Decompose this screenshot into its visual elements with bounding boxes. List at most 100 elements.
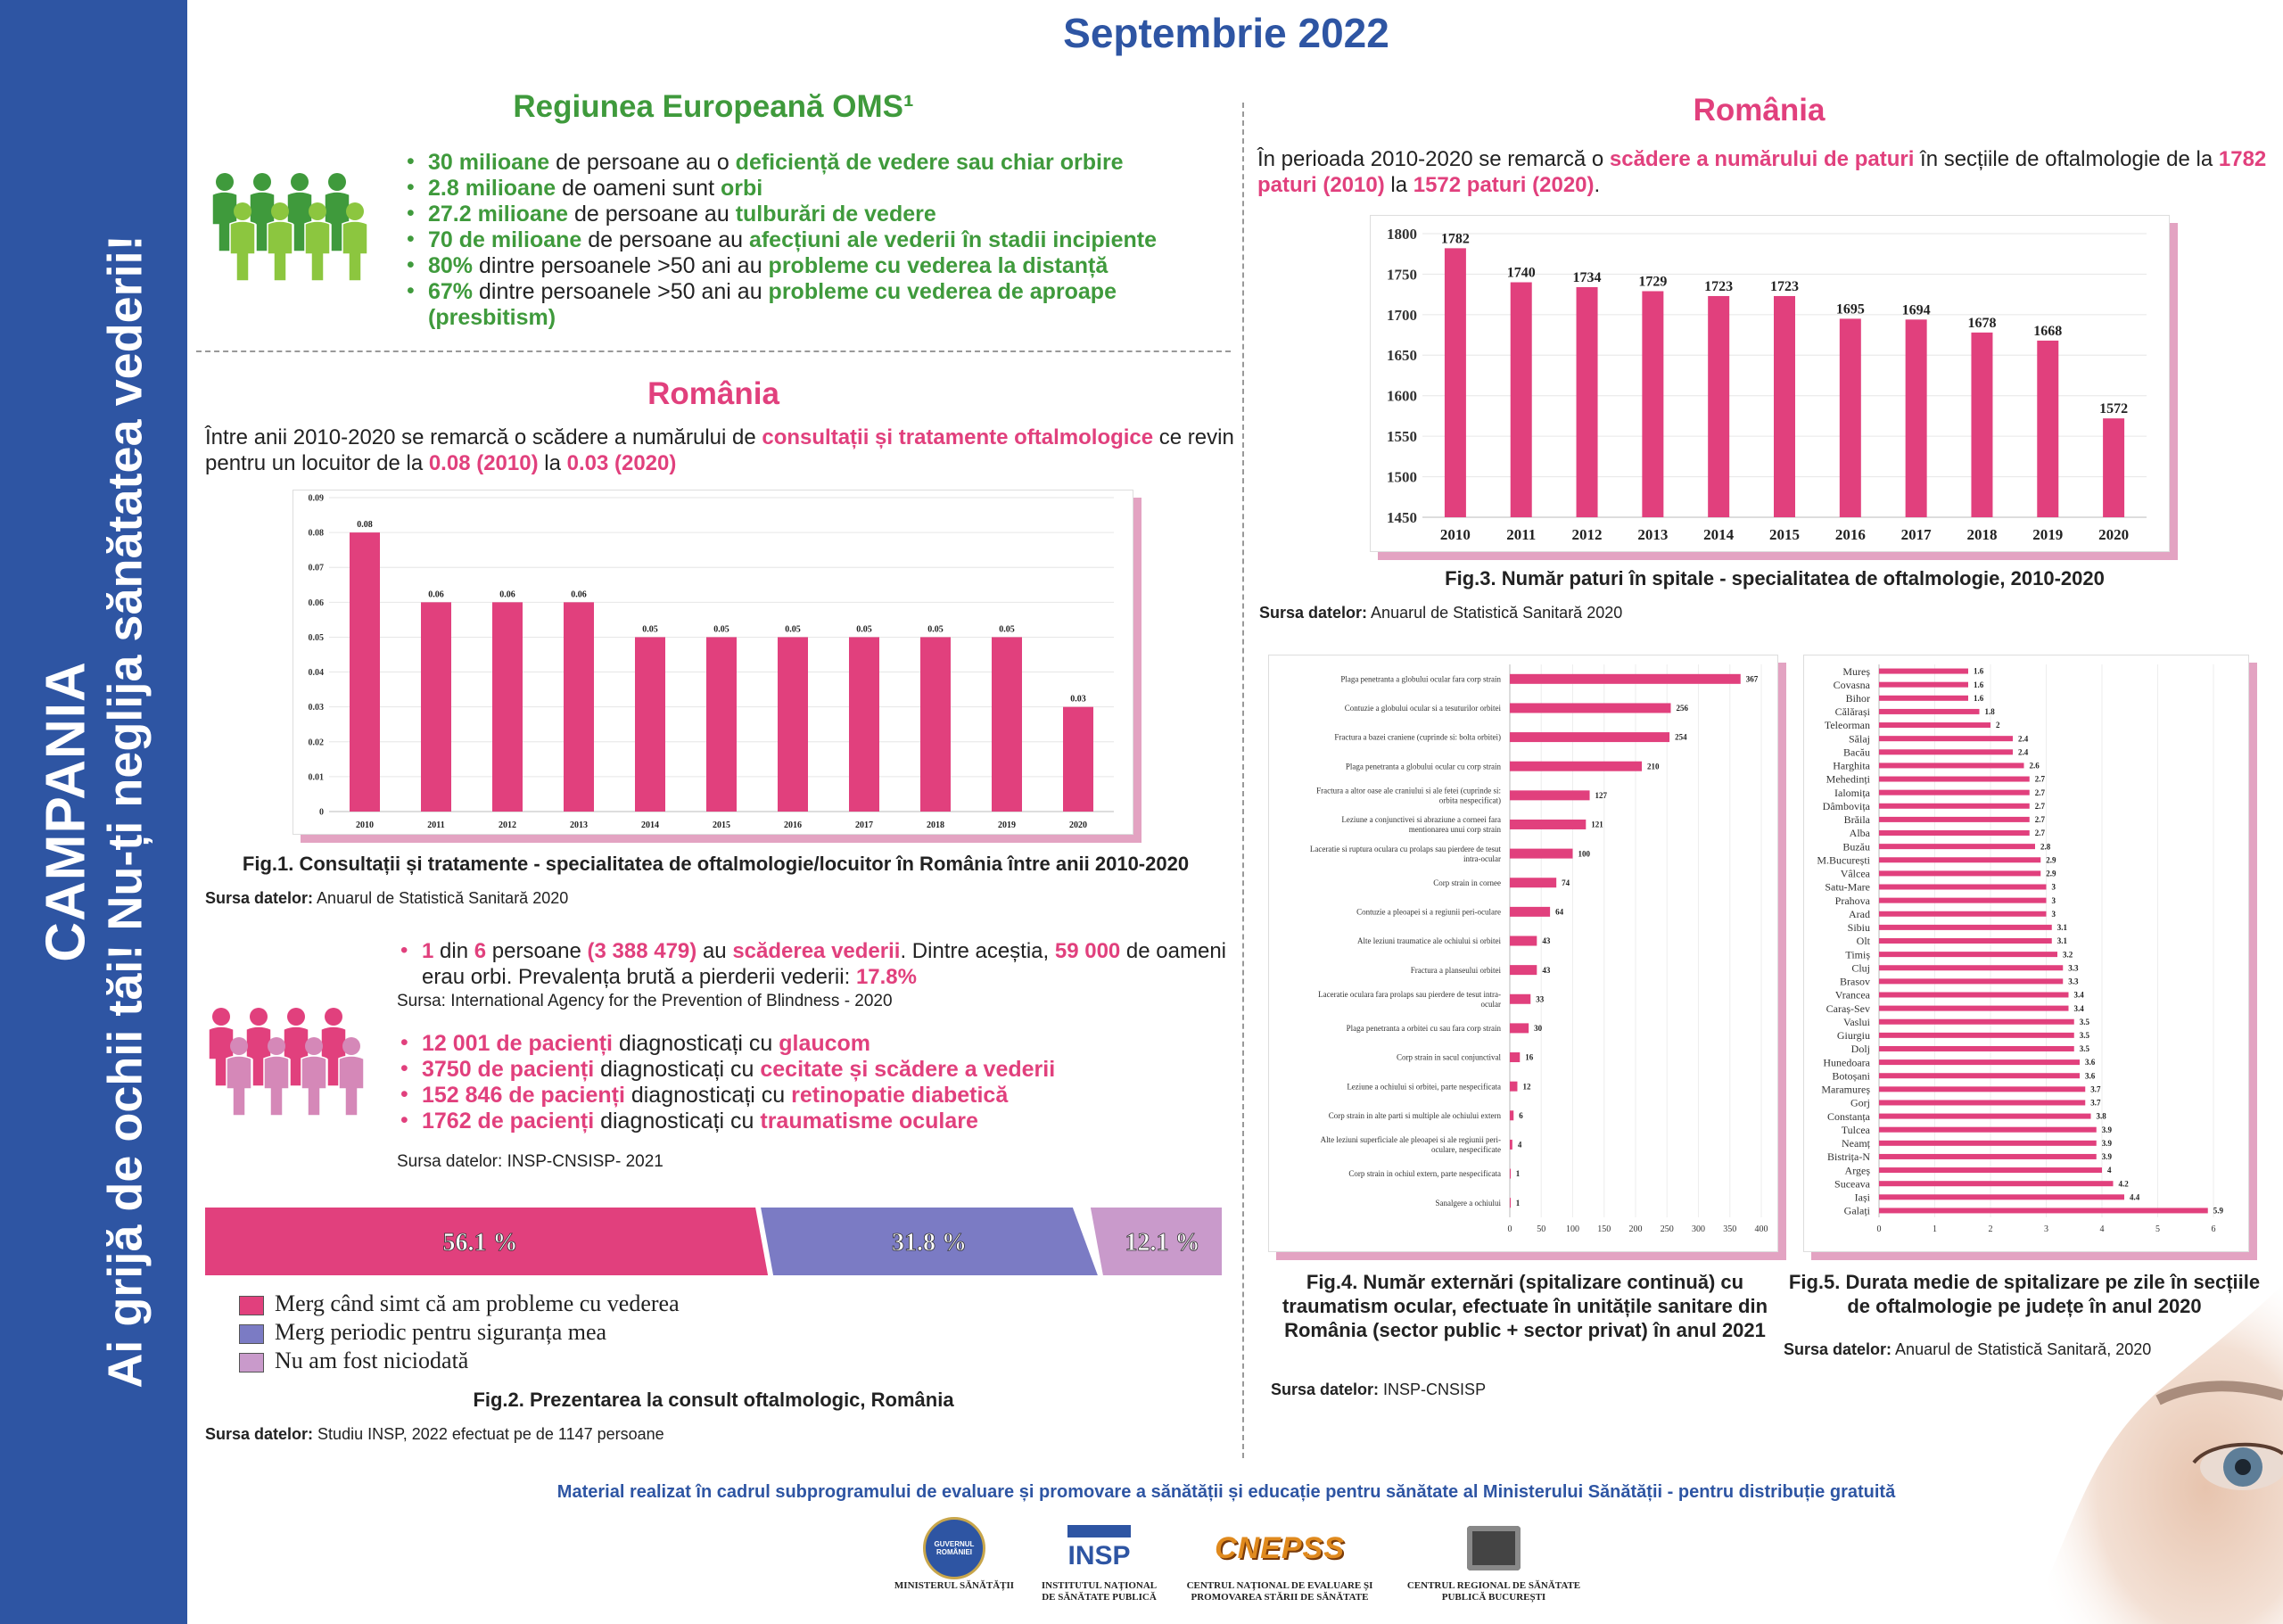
patients-source: Sursa datelor: INSP-CNSISP- 2021 (397, 1152, 663, 1171)
bar (1879, 992, 2069, 998)
highlight-text: retinopatie diabetică (791, 1083, 1009, 1108)
category-label: Leziune a conjunctivei si abraziune a co… (1341, 815, 1501, 824)
data-label: 6 (1519, 1111, 1523, 1120)
plain-text: de persoane au (581, 227, 749, 252)
data-label: 1668 (2033, 324, 2062, 339)
bar (1774, 295, 1795, 517)
data-label: 3.9 (2102, 1125, 2113, 1134)
bar (492, 602, 523, 812)
highlight-text: scădere a numărului de paturi (1609, 147, 1915, 171)
bar (1879, 776, 2030, 782)
campaign-sidebar: CAMPANIA Ai grijă de ochii tăi! Nu-ți ne… (0, 0, 187, 1624)
highlight-text: traumatisme oculare (760, 1109, 978, 1134)
data-label: 2.6 (2030, 762, 2040, 771)
data-label: 3.8 (2097, 1112, 2107, 1121)
legend-swatch (239, 1353, 264, 1373)
bar (1063, 706, 1093, 812)
data-label: 3.9 (2102, 1139, 2113, 1148)
data-label: 1695 (1836, 301, 1865, 317)
bar (1879, 965, 2064, 971)
plain-text: de oameni sunt (556, 176, 721, 201)
europe-heading: Regiunea Europeană OMS¹ (513, 89, 914, 124)
data-label: 1723 (1704, 279, 1733, 294)
data-label: 43 (1542, 936, 1551, 945)
logo-mark (1391, 1516, 1596, 1580)
data-label: 16 (1525, 1053, 1534, 1062)
plain-text: în secțiile de oftalmologie de la (1914, 147, 2219, 171)
data-label: 1572 (2099, 401, 2128, 416)
data-label: 4 (1518, 1141, 1522, 1150)
category-label: mentionarea unui corp strain (1409, 825, 1502, 834)
data-label: 3.4 (2074, 991, 2085, 1000)
fig1-source: Sursa datelor: Anuarul de Statistică San… (205, 889, 568, 908)
category-label: Alte leziuni traumatice ale ochiului si … (1357, 936, 1501, 945)
legend-item: Merg când simt că am probleme cu vederea (239, 1290, 680, 1318)
person-icon (338, 1037, 365, 1117)
y-tick-label: 1600 (1387, 388, 1417, 405)
plain-text: ce revin pentru un locuitor de la (205, 425, 1234, 475)
category-label: Maramureș (1821, 1084, 1870, 1096)
europe-bullet: 30 milioane de persoane au o deficiență … (403, 149, 1224, 176)
plain-text: diagnosticați cu (594, 1109, 761, 1134)
bar (1879, 736, 2013, 742)
bar (1971, 332, 1993, 517)
x-tick-label: 2014 (1703, 526, 1735, 543)
bar (1879, 1059, 2080, 1066)
category-label: Timiș (1845, 948, 1870, 960)
footer-text: Material realizat în cadrul subprogramul… (556, 1482, 1896, 1502)
fig5-source: Sursa datelor: Anuarul de Statistică San… (1784, 1340, 2151, 1359)
category-label: Alte leziuni superficiale ale pleoapei s… (1321, 1135, 1501, 1144)
category-label: Călărași (1835, 705, 1871, 718)
fig1-chart: 0 0.01 0.02 0.03 0.04 0.05 0.06 0.07 0.08 0.09 0.0… (293, 490, 1133, 835)
category-label: Sibiu (1848, 921, 1870, 934)
highlight-text: orbi (720, 176, 763, 201)
y-tick-label: 1800 (1387, 226, 1417, 243)
data-label: 2.7 (2035, 815, 2046, 824)
bar (1879, 844, 2035, 850)
bar (1879, 1167, 2102, 1174)
highlight-text: cecitate și scădere a vederii (760, 1057, 1056, 1082)
category-label: Corp strain in alte parti si multiple al… (1329, 1111, 1502, 1120)
data-label: 3.5 (2080, 1031, 2090, 1040)
x-tick-label: 200 (1629, 1224, 1643, 1234)
fig2-source: Sursa datelor: Studiu INSP, 2022 efectua… (205, 1425, 664, 1444)
y-tick-label: 1650 (1387, 347, 1417, 364)
category-label: Argeș (1845, 1164, 1871, 1176)
person-icon (229, 202, 256, 282)
category-label: Dolj (1851, 1043, 1870, 1055)
bar (564, 602, 594, 812)
bar (1879, 870, 2041, 877)
highlight-text: tulburări de vedere (735, 202, 936, 227)
person-icon (304, 202, 331, 282)
y-tick-label: 0.03 (309, 703, 325, 713)
bar (350, 532, 380, 812)
category-label: Alba (1850, 827, 1871, 839)
category-label: Vâlcea (1841, 868, 1871, 880)
data-label: 3.6 (2085, 1071, 2096, 1080)
bar (1510, 1139, 1512, 1150)
source-text: INSP-CNSISP (1379, 1381, 1487, 1398)
data-label: 0.06 (571, 589, 587, 599)
bar (849, 637, 879, 812)
data-label: 0.05 (713, 624, 729, 634)
x-tick-label: 2 (1989, 1224, 1993, 1234)
x-tick-label: 0 (1877, 1224, 1882, 1234)
bar (1879, 1086, 2086, 1092)
data-label: 3.2 (2063, 950, 2073, 959)
bar (635, 637, 665, 812)
highlight-text: 1 (422, 939, 434, 963)
data-label: 4.2 (2119, 1179, 2130, 1188)
data-label: 1 (1516, 1199, 1521, 1208)
category-label: Tulcea (1842, 1124, 1871, 1136)
data-label: 0.05 (856, 624, 872, 634)
category-label: Brăila (1844, 813, 1871, 826)
category-label: orbita nespecificat) (1439, 796, 1501, 804)
highlight-text: 12 001 de pacienți (422, 1031, 614, 1056)
data-label: 3.3 (2068, 977, 2079, 986)
segment-label: 12.1 % (1125, 1229, 1199, 1257)
category-label: Sanalgere a ochiului (1436, 1199, 1502, 1208)
x-tick-label: 2014 (641, 820, 659, 830)
bar (1510, 673, 1741, 684)
x-tick-label: 2015 (1769, 526, 1800, 543)
category-label: Contuzie a pleoapei si a regiunii peri-o… (1356, 908, 1501, 917)
